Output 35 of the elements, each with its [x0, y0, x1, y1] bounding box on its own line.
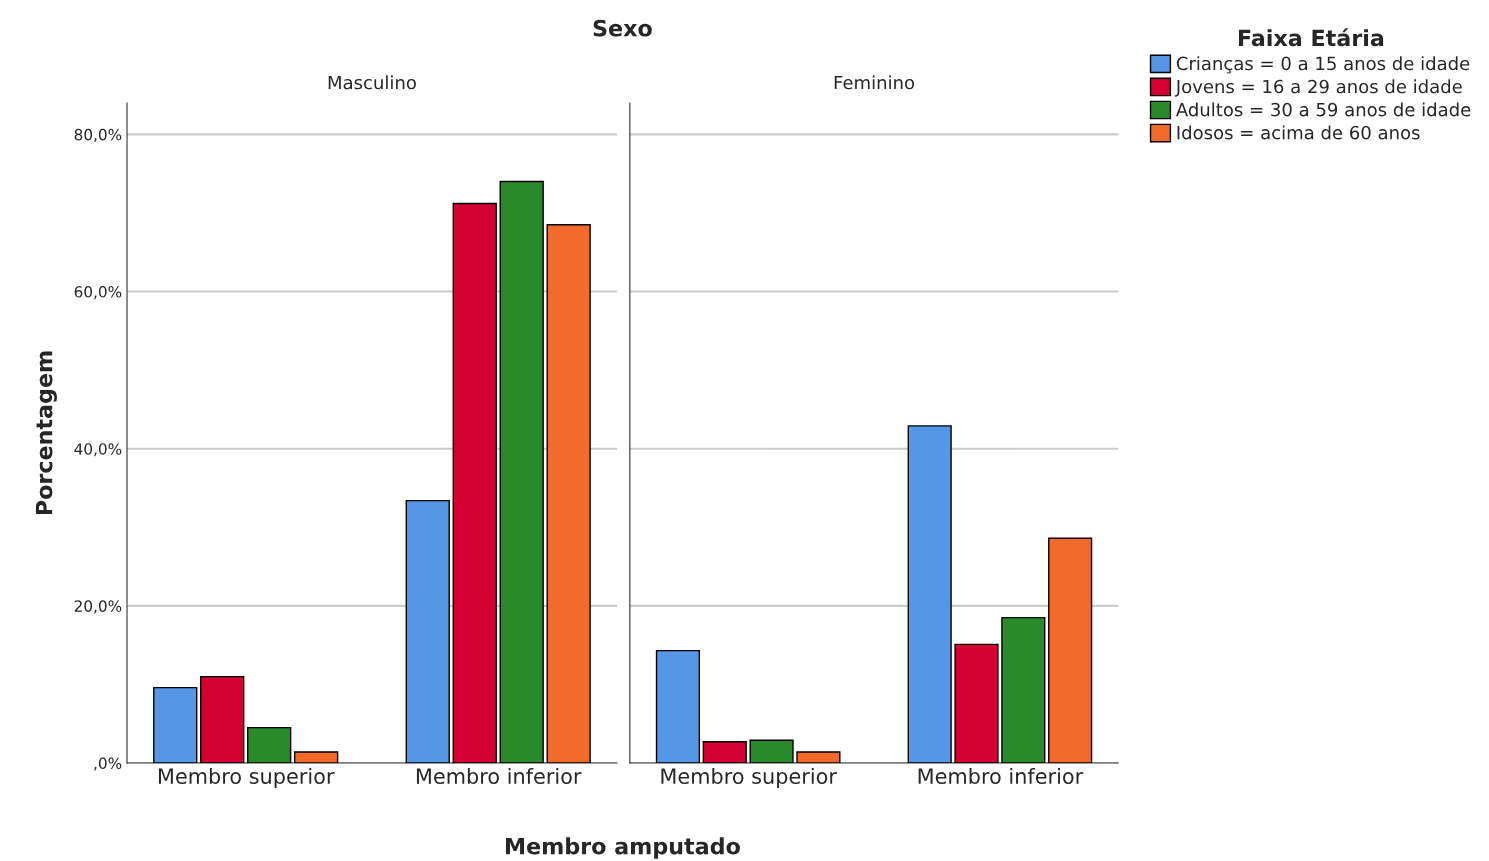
chart-subtitle: Feminino — [834, 75, 915, 90]
bar — [1048, 537, 1093, 764]
x-tick-label: Membro superior — [158, 767, 335, 789]
bar — [702, 741, 747, 764]
bar — [954, 643, 999, 764]
bar — [796, 751, 841, 764]
y-tick-label: ,0% — [94, 757, 122, 771]
bar — [1001, 616, 1046, 764]
x-tick-label: Membro superior — [661, 767, 837, 789]
bar — [655, 649, 701, 764]
x-tick-label: Membro inferior — [918, 767, 1084, 785]
bar — [200, 675, 245, 764]
y-tick-label: 40,0% — [74, 443, 122, 457]
y-tick-label: 20,0% — [74, 600, 122, 614]
bar — [749, 739, 794, 764]
bar — [153, 686, 198, 764]
legend-label: Adultos = 30 a 59 anos de idade — [1175, 102, 1471, 117]
x-axis-title: Membro amputado — [506, 837, 740, 859]
bar — [546, 224, 591, 764]
chart-subtitle: Masculino — [328, 75, 416, 90]
bar — [293, 751, 339, 764]
bar — [247, 726, 292, 764]
chart-title: Sexo — [593, 19, 652, 37]
bar — [907, 425, 952, 764]
y-axis-title: Porcentagem — [35, 351, 57, 515]
y-tick-label: 60,0% — [74, 286, 122, 300]
legend-label: Jovens = 16 a 29 anos de idade — [1174, 79, 1462, 97]
x-tick-label: Membro inferior — [416, 767, 582, 785]
y-tick-label: 80,0% — [74, 128, 122, 142]
legend-title: Faixa Etária — [1238, 28, 1384, 47]
bar — [499, 180, 544, 764]
legend-label: Crianças = 0 a 15 anos de idade — [1176, 56, 1470, 74]
bar — [452, 202, 497, 764]
legend-label: Idosos = acima de 60 anos — [1177, 125, 1420, 140]
bar — [405, 499, 450, 764]
